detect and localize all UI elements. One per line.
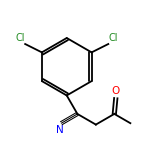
Text: Cl: Cl <box>15 33 25 43</box>
Text: N: N <box>56 125 63 135</box>
Text: Cl: Cl <box>109 33 118 43</box>
Text: O: O <box>112 86 120 96</box>
